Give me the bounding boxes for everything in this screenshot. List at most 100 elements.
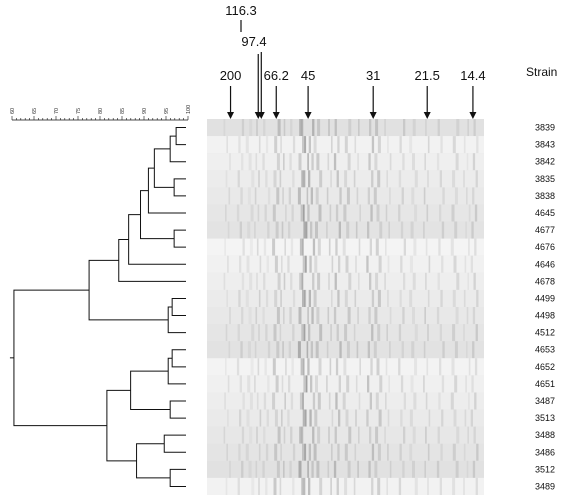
gel-band: [348, 426, 352, 444]
marker-45: 45: [301, 68, 315, 119]
gel-band: [282, 341, 284, 359]
gel-band: [476, 443, 479, 461]
gel-band: [463, 289, 466, 307]
gel-band: [471, 375, 474, 393]
gel-band: [330, 324, 332, 342]
dendrogram-branch: [88, 259, 169, 321]
gel-band: [472, 187, 475, 205]
dendrogram-branch: [167, 357, 186, 385]
gel-band: [371, 477, 374, 495]
gel-band: [277, 119, 281, 137]
gel-band: [225, 170, 228, 188]
gel-band: [289, 460, 292, 478]
gel-band: [258, 136, 261, 154]
gel-band: [345, 255, 349, 273]
gel-band: [398, 204, 401, 222]
gel-lane: [207, 426, 484, 444]
gel-band: [475, 170, 478, 188]
gel-band: [427, 170, 429, 188]
gel-band: [367, 221, 370, 239]
strain-labels: 3839 3843 3842 3835 3838 4645 4677 4676 4646 4678…: [535, 123, 555, 492]
gel-band: [439, 477, 442, 495]
gel-lane: [207, 272, 484, 290]
marker-arrow-head: [369, 112, 377, 119]
gel-band: [466, 187, 468, 205]
gel-band: [292, 136, 296, 154]
gel-band: [413, 238, 417, 256]
gel-band: [305, 375, 308, 393]
gel-band: [229, 307, 231, 325]
gel-band: [354, 289, 357, 307]
gel-band: [358, 426, 360, 444]
gel-band: [308, 136, 311, 154]
gel-band: [225, 477, 228, 495]
gel-band: [466, 460, 469, 478]
gel-band: [409, 443, 413, 461]
gel-band: [377, 170, 381, 188]
gel-band: [356, 341, 359, 359]
gel-band: [347, 153, 351, 171]
gel-band: [412, 426, 416, 444]
gel-band: [326, 187, 329, 205]
gel-band: [367, 187, 370, 205]
gel-band: [288, 221, 291, 239]
gel-band: [453, 255, 457, 273]
gel-band: [276, 187, 280, 205]
gel-band: [299, 272, 303, 290]
strain-label: 4678: [535, 276, 555, 286]
gel-band: [254, 341, 257, 359]
gel-band: [314, 255, 318, 273]
gel-band: [337, 289, 340, 307]
gel-band: [327, 307, 330, 325]
gel-band: [312, 392, 316, 410]
gel-band: [456, 426, 460, 444]
gel-lane: [207, 289, 484, 307]
gel-band: [441, 255, 444, 273]
gel-band: [303, 477, 306, 495]
gel-band: [412, 153, 415, 171]
gel-band: [274, 136, 278, 154]
gel-band: [249, 426, 253, 444]
gel-band: [255, 460, 258, 478]
strain-label: 3488: [535, 430, 555, 440]
gel-lane: [207, 307, 484, 325]
gel-band: [240, 187, 243, 205]
gel-band: [259, 255, 262, 273]
gel-band: [399, 443, 402, 461]
gel-band: [308, 289, 311, 307]
strain-label: 4653: [535, 345, 555, 355]
gel-band: [254, 221, 256, 239]
gel-band: [344, 289, 348, 307]
strain-label: 4652: [535, 362, 555, 372]
gel-band: [334, 272, 337, 290]
dendrogram-branch: [173, 178, 186, 197]
gel-band: [451, 204, 455, 222]
gel-band: [247, 375, 251, 393]
gel-band: [402, 153, 405, 171]
strain-label: 4676: [535, 242, 555, 252]
gel-band: [335, 238, 338, 256]
gel-lane: [207, 187, 484, 205]
gel-band: [374, 307, 378, 325]
dendrogram-branch: [163, 434, 186, 453]
gel-band: [346, 341, 350, 359]
gel-band: [258, 324, 260, 342]
gel-band: [302, 255, 306, 273]
gel-band: [266, 255, 269, 273]
gel-band: [442, 341, 445, 359]
gel-band: [290, 392, 294, 410]
gel-band: [304, 289, 307, 307]
gel-band: [272, 358, 276, 376]
gel-band: [465, 375, 467, 393]
gel-band: [258, 289, 261, 307]
gel-band: [369, 119, 372, 137]
gel-band: [265, 477, 268, 495]
scale-tick-label: 75: [76, 108, 82, 114]
gel-band: [338, 221, 341, 239]
gel-band: [256, 119, 258, 137]
gel-band: [308, 170, 311, 188]
gel-band: [272, 392, 276, 410]
gel-band: [288, 187, 291, 205]
gel-band: [414, 358, 418, 376]
gel-band: [236, 204, 240, 222]
